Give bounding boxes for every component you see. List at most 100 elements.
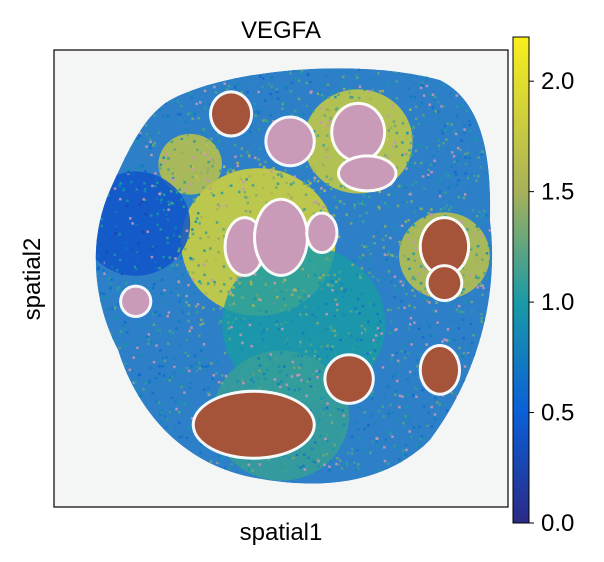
expression-spot	[167, 311, 171, 314]
expression-spot	[445, 138, 448, 141]
expression-spot	[227, 327, 230, 330]
expression-spot	[400, 300, 403, 303]
expression-spot	[325, 257, 329, 260]
expression-spot	[154, 245, 158, 248]
lumen-core	[122, 287, 150, 316]
lumen-core	[194, 392, 313, 457]
expression-spot	[224, 336, 227, 340]
expression-spot	[159, 163, 163, 167]
expression-spot	[202, 365, 205, 369]
expression-spot	[167, 168, 170, 171]
expression-spot	[197, 264, 200, 267]
expression-spot	[357, 256, 361, 259]
expression-spot	[312, 160, 316, 164]
expression-spot	[160, 292, 163, 295]
expression-spot	[97, 268, 100, 271]
expression-spot	[311, 371, 315, 374]
expression-spot	[387, 387, 391, 390]
expression-spot	[362, 193, 366, 197]
expression-spot	[161, 293, 165, 297]
expression-spot	[405, 448, 408, 452]
expression-spot	[263, 321, 267, 324]
expression-spot	[407, 257, 410, 261]
expression-spot	[391, 375, 394, 378]
expression-spot	[303, 180, 306, 184]
expression-spot	[333, 273, 336, 277]
expression-spot	[411, 183, 415, 187]
expression-spot	[386, 308, 390, 312]
expression-spot	[414, 445, 418, 448]
expression-spot	[192, 198, 196, 201]
expression-spot	[403, 306, 406, 310]
expression-spot	[334, 334, 337, 337]
expression-spot	[401, 153, 404, 157]
expression-spot	[100, 292, 103, 295]
expression-spot	[170, 201, 174, 205]
expression-spot	[430, 208, 433, 211]
expression-spot	[193, 285, 197, 289]
expression-spot	[174, 287, 178, 290]
expression-spot	[303, 468, 307, 471]
expression-spot	[289, 90, 293, 93]
expression-spot	[205, 144, 209, 147]
expression-spot	[377, 445, 381, 448]
expression-spot	[402, 344, 406, 347]
expression-spot	[452, 338, 456, 342]
expression-spot	[395, 446, 398, 449]
expression-spot	[161, 364, 164, 368]
expression-spot	[419, 290, 422, 294]
expression-spot	[186, 271, 190, 274]
expression-spot	[324, 327, 328, 331]
expression-spot	[107, 308, 110, 311]
expression-spot	[418, 425, 421, 429]
expression-spot	[407, 393, 410, 396]
expression-spot	[455, 94, 459, 97]
expression-spot	[136, 168, 139, 171]
expression-spot	[178, 235, 182, 238]
expression-spot	[250, 344, 253, 348]
expression-spot	[405, 131, 409, 135]
expression-spot	[327, 109, 331, 112]
expression-spot	[398, 361, 401, 365]
expression-spot	[206, 167, 210, 170]
expression-spot	[426, 175, 430, 179]
expression-spot	[372, 339, 375, 342]
expression-spot	[378, 409, 381, 413]
expression-spot	[159, 228, 162, 231]
expression-spot	[376, 437, 379, 440]
expression-spot	[191, 166, 194, 169]
expression-spot	[330, 280, 334, 283]
expression-spot	[259, 386, 262, 390]
expression-spot	[130, 180, 133, 184]
expression-spot	[323, 463, 326, 467]
expression-spot	[289, 198, 292, 202]
expression-spot	[473, 138, 477, 141]
expression-spot	[320, 273, 323, 276]
expression-spot	[294, 77, 298, 80]
expression-spot	[266, 120, 270, 123]
expression-spot	[174, 367, 178, 371]
expression-spot	[193, 148, 197, 152]
expression-spot	[200, 349, 203, 352]
expression-spot	[322, 454, 325, 457]
expression-spot	[339, 200, 342, 203]
expression-spot	[131, 222, 134, 225]
expression-spot	[206, 170, 209, 174]
expression-spot	[393, 284, 397, 288]
expression-spot	[163, 288, 166, 292]
expression-spot	[258, 369, 261, 373]
expression-spot	[428, 93, 432, 96]
expression-spot	[159, 411, 163, 415]
expression-spot	[153, 141, 157, 145]
expression-spot	[395, 166, 399, 170]
expression-spot	[183, 293, 186, 296]
expression-spot	[250, 463, 253, 467]
expression-spot	[155, 232, 158, 235]
expression-spot	[114, 232, 117, 235]
expression-spot	[356, 338, 359, 341]
expression-spot	[441, 214, 444, 218]
chart-title: VEGFA	[241, 17, 321, 44]
expression-spot	[118, 258, 122, 262]
expression-spot	[189, 256, 192, 260]
expression-spot	[118, 332, 122, 335]
